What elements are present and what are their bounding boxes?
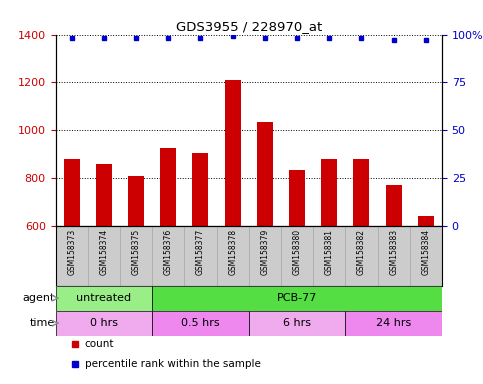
Text: GSM158378: GSM158378 [228, 229, 237, 275]
Bar [185, 226, 216, 286]
Bar [56, 286, 152, 311]
Bar [88, 226, 120, 286]
Bar [56, 311, 152, 336]
Text: GSM158375: GSM158375 [131, 229, 141, 275]
Bar [128, 175, 144, 226]
Bar [345, 311, 442, 336]
Bar [216, 226, 249, 286]
Text: untreated: untreated [76, 293, 131, 303]
Bar [289, 170, 305, 226]
Bar [160, 148, 176, 226]
Text: GSM158377: GSM158377 [196, 229, 205, 275]
Bar [418, 216, 434, 226]
Bar [56, 226, 88, 286]
Bar [410, 226, 442, 286]
Title: GDS3955 / 228970_at: GDS3955 / 228970_at [176, 20, 322, 33]
Bar [152, 286, 442, 311]
Bar [313, 226, 345, 286]
Bar [354, 159, 369, 226]
Text: 0.5 hrs: 0.5 hrs [181, 318, 220, 328]
Bar [64, 159, 80, 226]
Bar [96, 164, 112, 226]
Bar [120, 226, 152, 286]
Bar [378, 226, 410, 286]
Bar [249, 226, 281, 286]
Text: 6 hrs: 6 hrs [283, 318, 311, 328]
Bar [192, 153, 209, 226]
Text: GSM158383: GSM158383 [389, 229, 398, 275]
Text: GSM158382: GSM158382 [357, 229, 366, 275]
Text: GSM158380: GSM158380 [293, 229, 301, 275]
Text: GSM158384: GSM158384 [421, 229, 430, 275]
Text: GSM158376: GSM158376 [164, 229, 173, 275]
Bar [321, 159, 337, 226]
Text: count: count [85, 339, 114, 349]
Text: percentile rank within the sample: percentile rank within the sample [85, 359, 260, 369]
Text: GSM158374: GSM158374 [99, 229, 108, 275]
Bar [257, 122, 273, 226]
Text: PCB-77: PCB-77 [277, 293, 317, 303]
Text: time: time [29, 318, 55, 328]
Bar [152, 311, 249, 336]
Bar [152, 226, 185, 286]
Text: 0 hrs: 0 hrs [90, 318, 118, 328]
Bar [225, 80, 241, 226]
Text: GSM158381: GSM158381 [325, 229, 334, 275]
Bar [385, 185, 402, 226]
Text: GSM158379: GSM158379 [260, 229, 270, 275]
Bar [345, 226, 378, 286]
Text: 24 hrs: 24 hrs [376, 318, 411, 328]
Text: GSM158373: GSM158373 [67, 229, 76, 275]
Text: agent: agent [23, 293, 55, 303]
Bar [281, 226, 313, 286]
Bar [249, 311, 345, 336]
